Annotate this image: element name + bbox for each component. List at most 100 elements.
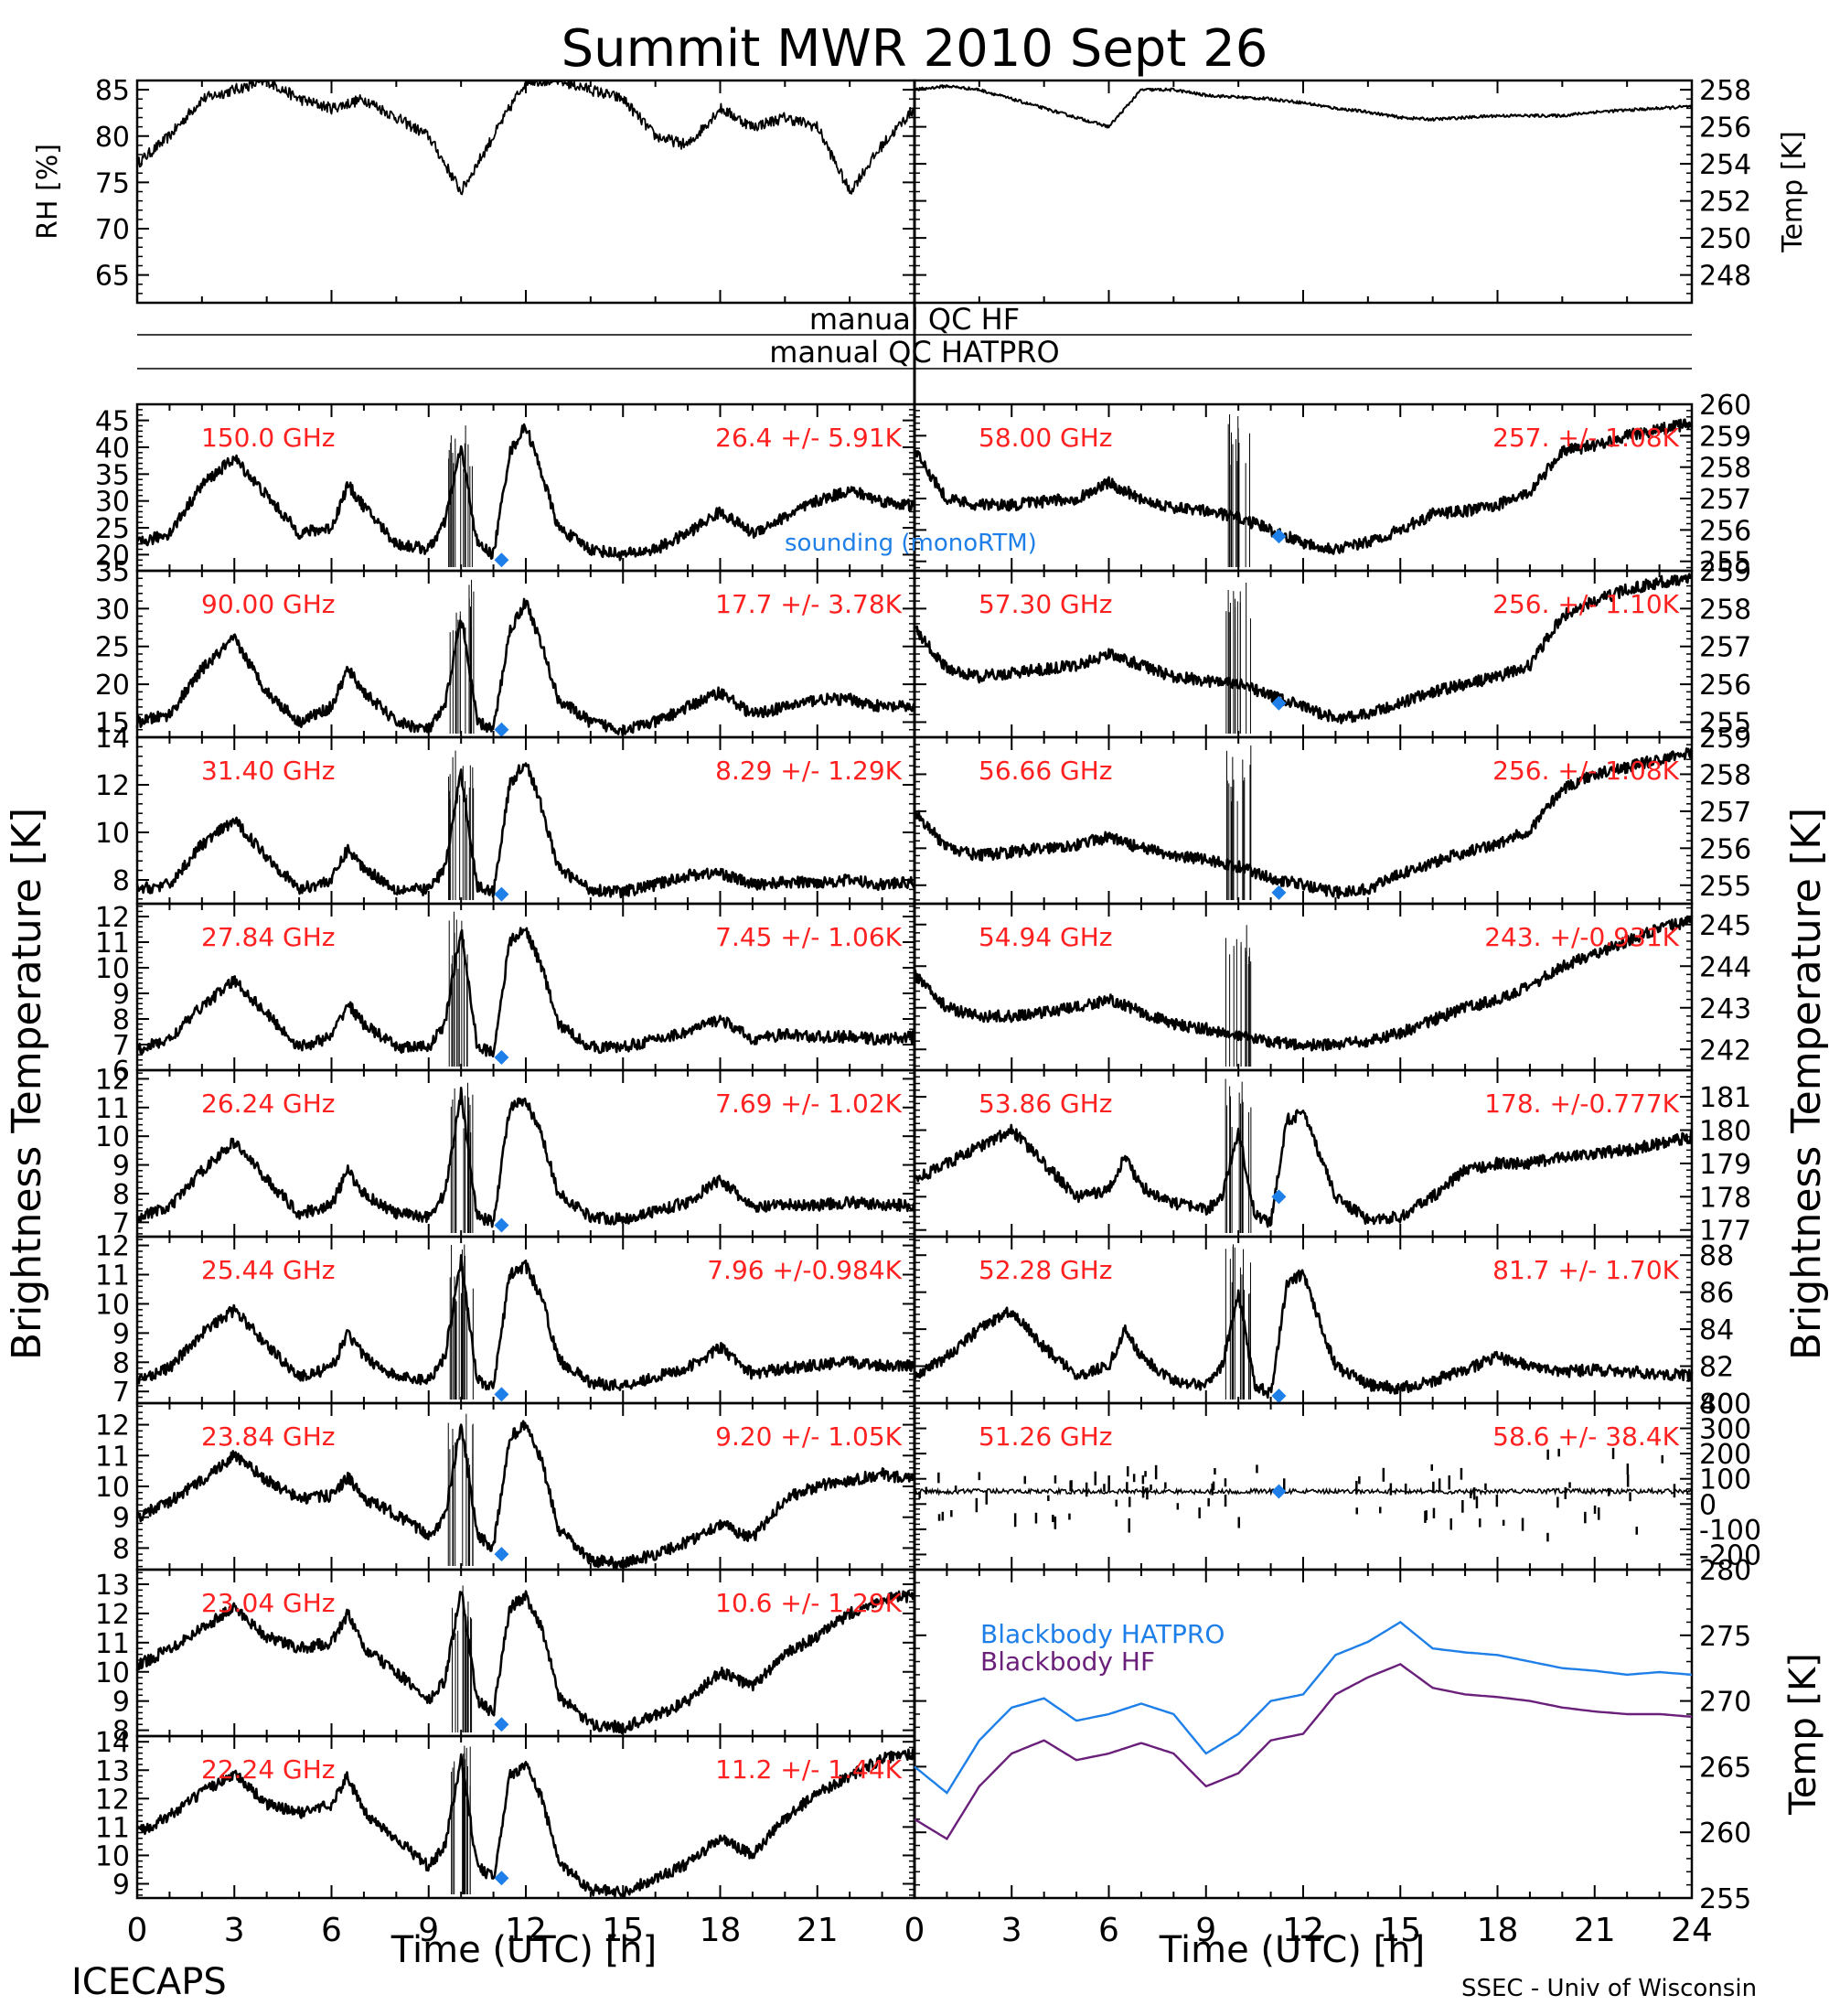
ch56_66-freq-label: 56.66 GHz [979,756,1113,786]
ch51_26-sounding-marker [1271,1484,1287,1499]
temp-trace [914,84,1693,129]
ch51_26-outlier [1141,1474,1145,1485]
ch51_26-outlier [925,1486,928,1495]
ch58-ytick-label: 258 [1699,453,1751,485]
ch51_26-outlier [1034,1512,1038,1524]
ch26-ytick-label: 7 [112,1207,130,1239]
ch57_3-stat-label: 256. +/- 1.10K [1492,589,1679,619]
rh-ytick-label: 65 [95,261,130,293]
ch51_26-ytick-label: 200 [1699,1439,1751,1471]
ch51_26-outlier [1052,1515,1054,1523]
ch25-ytick-label: 12 [95,1231,130,1263]
xtick-label-right: 6 [1098,1912,1119,1949]
ch51_26-outlier [1283,1478,1286,1493]
ch56_66-ytick-label: 258 [1699,759,1751,791]
temp-ytick-label: 256 [1699,113,1751,145]
xtick-label-left: 15 [602,1912,644,1949]
ch51_26-ytick-label: -200 [1699,1539,1761,1571]
ch56_66-sounding-marker [1271,885,1287,900]
ch23_04-ytick-label: 13 [95,1570,130,1602]
ch22-ytick-label: 13 [95,1755,130,1787]
ch31-stat-label: 8.29 +/- 1.29K [715,756,902,786]
ch23_04-ytick-label: 11 [95,1628,130,1660]
xtick-label-left: 6 [321,1912,342,1949]
ch51_26-outlier [1355,1481,1358,1495]
ch51_26-outlier [1472,1487,1476,1500]
ch23_84-sounding-marker [494,1547,509,1562]
ch22-ytick-label: 9 [112,1869,130,1901]
ch57_3-sounding-marker [1271,695,1287,711]
ch26-sounding-marker [494,1217,509,1233]
ch23_04-stat-label: 10.6 +/- 1.29K [715,1588,902,1618]
ch53_86-stat-label: 178. +/-0.777K [1484,1088,1679,1119]
ch22-freq-label: 22.24 GHz [201,1754,336,1785]
ch51_26-outlier [1128,1517,1130,1533]
right-axis-title: Brightness Temperature [K] [1783,808,1829,1360]
ch58-ytick-label: 255 [1699,547,1751,579]
xtick-label-left: 21 [797,1912,839,1949]
ch58-ytick-label: 257 [1699,484,1751,516]
ch150-sounding-marker [494,552,509,568]
ch51_26-outlier [1460,1467,1463,1480]
ch51_26-outlier [941,1511,945,1521]
ch150-ytick-label: 35 [95,459,130,491]
ch26-ytick-label: 11 [95,1093,130,1125]
ch25-sounding-marker [494,1387,509,1402]
ch53_86-ytick-label: 179 [1699,1149,1751,1181]
ch51_26-outlier [1568,1482,1571,1488]
xtick-label-left: 12 [505,1912,547,1949]
ch90-ytick-label: 35 [95,556,130,588]
ch51_26-outlier [1470,1492,1472,1498]
ch52_28-ytick-label: 84 [1699,1314,1734,1346]
ch58-ytick-label: 259 [1699,421,1751,453]
ch51_26-outlier [1207,1497,1210,1507]
ch51_26-outlier [1154,1464,1158,1480]
ch51_26-outlier [1176,1503,1180,1510]
blackbody-ytick-label: 270 [1699,1687,1751,1719]
chart-title: Summit MWR 2010 Sept 26 [562,19,1268,79]
ch27-ytick-label: 8 [112,1004,130,1036]
xtick-label-right: 24 [1671,1912,1713,1949]
ch51_26-outlier [1461,1500,1464,1513]
ch52_28-panel: 80 82 84 86 88 52.28 GHz 81.7 +/- 1.70K [913,1235,1734,1421]
ch51_26-outlier [1358,1476,1361,1485]
ch51_26-ytick-label: 100 [1699,1464,1751,1496]
blackbody-ytick-label: 265 [1699,1752,1751,1784]
ch51_26-outlier [1432,1507,1436,1518]
ch51_26-outlier [1611,1447,1615,1460]
ch31-ytick-label: 12 [95,770,130,802]
xtick-label-left: 3 [224,1912,245,1949]
ch51_26-outlier [985,1490,988,1505]
ch53_86-ytick-label: 181 [1699,1082,1751,1114]
ch25-ytick-label: 8 [112,1347,130,1379]
blackbody-ylabel: Temp [K] [1782,1653,1824,1816]
ch23_84-ytick-label: 9 [112,1503,130,1535]
ch51_26-outlier [1144,1471,1147,1477]
ch51_26-outlier [1475,1496,1479,1509]
ch27-freq-label: 27.84 GHz [201,922,336,952]
ch25-stat-label: 7.96 +/-0.984K [707,1255,902,1285]
blackbody-ytick-label: 255 [1699,1883,1751,1915]
ch51_26-outlier [1070,1480,1073,1488]
ch150-ytick-label: 25 [95,513,130,545]
ch90-ytick-label: 30 [95,594,130,626]
ch27-trace [136,927,916,1058]
xlabel-left: Time (UTC) [h] [390,1929,657,1971]
ch56_66-panel: 255 256 257 258 259 56.66 GHz 256. +/- 1.08K [913,723,1751,906]
ch51_26-outlier [1626,1464,1630,1475]
ch53_86-trace [913,1109,1694,1228]
ch51_26-outlier [1164,1482,1167,1489]
rh-ytick-label: 75 [95,167,130,199]
ch51_26-outlier [1107,1475,1110,1490]
ch51_26-outlier [978,1472,981,1481]
ch51_26-outlier [1115,1499,1118,1507]
ch51_26-ytick-label: 0 [1699,1489,1717,1521]
ch57_3-trace [914,573,1694,724]
rh-ylabel: RH [%] [32,144,64,240]
ch56_66-ytick-label: 255 [1699,871,1751,903]
xtick-label-left: 18 [700,1912,742,1949]
